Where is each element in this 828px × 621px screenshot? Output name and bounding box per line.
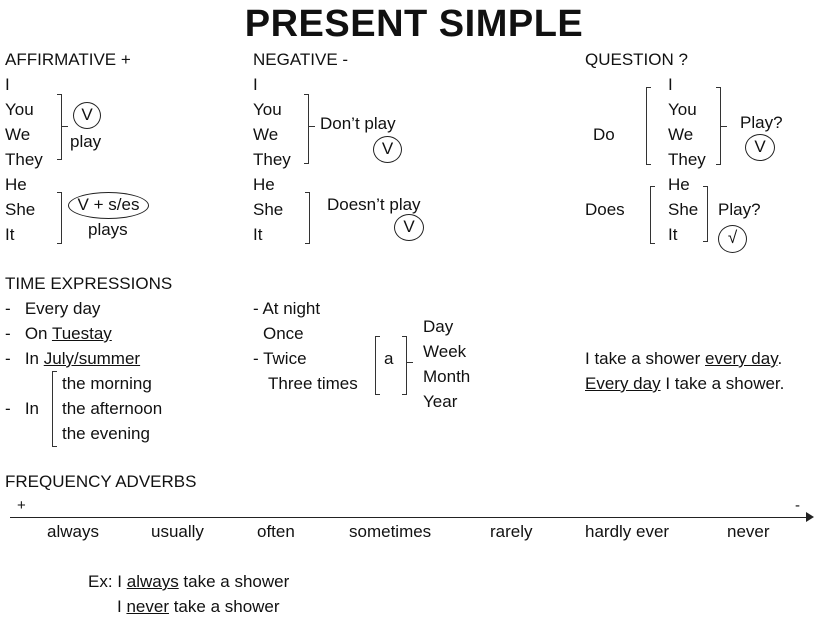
pronoun: She: [668, 200, 699, 219]
bracket: [646, 87, 651, 165]
time-item: Three times: [268, 374, 358, 393]
play-question-label: Play?: [718, 200, 761, 219]
pronoun: He: [5, 175, 27, 194]
period-item: Year: [423, 392, 458, 411]
in-label: - In: [5, 399, 40, 418]
pronoun: You: [5, 100, 34, 119]
adverb: sometimes: [349, 522, 432, 541]
example-sentence: I never take a shower: [117, 597, 280, 616]
adverb: never: [727, 522, 770, 541]
pronoun: We: [668, 125, 694, 144]
bracket: [402, 336, 407, 395]
pronoun: I: [5, 75, 10, 94]
example-sentence: I take a shower every day.: [585, 349, 783, 368]
pronoun: They: [253, 150, 291, 169]
period-item: Month: [423, 367, 471, 386]
time-item: - At night: [253, 299, 321, 318]
period-item: Week: [423, 342, 467, 361]
adverb: hardly ever: [585, 522, 670, 541]
do-label: Do: [593, 125, 615, 144]
rule-ellipse: V + s/es: [68, 192, 149, 219]
pronoun: She: [5, 200, 36, 219]
question-heading: QUESTION ?: [585, 50, 688, 69]
bracket: [716, 87, 721, 165]
arrow-head-icon: [806, 512, 814, 522]
a-label: a: [384, 349, 394, 368]
pronoun: He: [253, 175, 275, 194]
pronoun: You: [253, 100, 282, 119]
time-item: - In July/summer: [5, 349, 141, 368]
time-item: - Every day: [5, 299, 101, 318]
time-item: the evening: [62, 424, 150, 443]
example-sentence: Every day I take a shower.: [585, 374, 785, 393]
affirmative-heading: AFFIRMATIVE +: [5, 50, 131, 69]
pronoun: It: [668, 225, 678, 244]
bracket: [52, 371, 57, 447]
adverb: often: [257, 522, 295, 541]
adverb: usually: [151, 522, 204, 541]
bracket-tick: [309, 126, 315, 127]
bracket-tick: [721, 126, 727, 127]
time-item: Once: [263, 324, 304, 343]
pronoun: He: [668, 175, 690, 194]
pronoun: We: [253, 125, 279, 144]
bracket: [57, 94, 62, 160]
adverb: always: [47, 522, 99, 541]
frequency-arrow: [10, 512, 814, 522]
pronoun: I: [253, 75, 258, 94]
time-item: the afternoon: [62, 399, 163, 418]
play-question-label: Play?: [740, 113, 783, 132]
time-item: the morning: [62, 374, 152, 393]
doesnt-play-label: Doesn’t play: [327, 195, 421, 214]
time-item: - Twice: [253, 349, 307, 368]
pronoun: She: [253, 200, 284, 219]
adverb: rarely: [490, 522, 533, 541]
dont-play-label: Don’t play: [320, 114, 396, 133]
pronoun: I: [668, 75, 673, 94]
bracket: [304, 94, 309, 164]
minus-sign: -: [795, 497, 800, 514]
bracket: [57, 192, 62, 244]
frequency-heading: FREQUENCY ADVERBS: [5, 472, 197, 491]
plays-label: plays: [88, 220, 128, 239]
pronoun: They: [5, 150, 43, 169]
verb-circle: V: [394, 214, 424, 241]
pronoun: They: [668, 150, 706, 169]
pronoun: It: [253, 225, 263, 244]
pronoun: It: [5, 225, 15, 244]
bracket-tick: [407, 362, 413, 363]
period-item: Day: [423, 317, 454, 336]
time-item: - On Tuestay: [5, 324, 112, 343]
does-label: Does: [585, 200, 625, 219]
bracket-tick: [62, 126, 68, 127]
example-sentence: Ex: I always take a shower: [88, 572, 290, 591]
bracket: [375, 336, 380, 395]
negative-heading: NEGATIVE -: [253, 50, 349, 69]
pronoun: You: [668, 100, 697, 119]
plus-sign: +: [17, 497, 26, 514]
bracket: [650, 186, 655, 244]
page-title: PRESENT SIMPLE: [244, 3, 584, 45]
bracket: [305, 192, 310, 244]
bracket: [703, 186, 708, 242]
play-label: play: [70, 132, 102, 151]
verb-circle: V: [745, 134, 775, 161]
pronoun: We: [5, 125, 31, 144]
verb-circle: V: [373, 136, 402, 163]
verb-circle: √: [718, 225, 747, 253]
time-heading: TIME EXPRESSIONS: [5, 274, 173, 293]
verb-circle: V: [73, 102, 101, 129]
